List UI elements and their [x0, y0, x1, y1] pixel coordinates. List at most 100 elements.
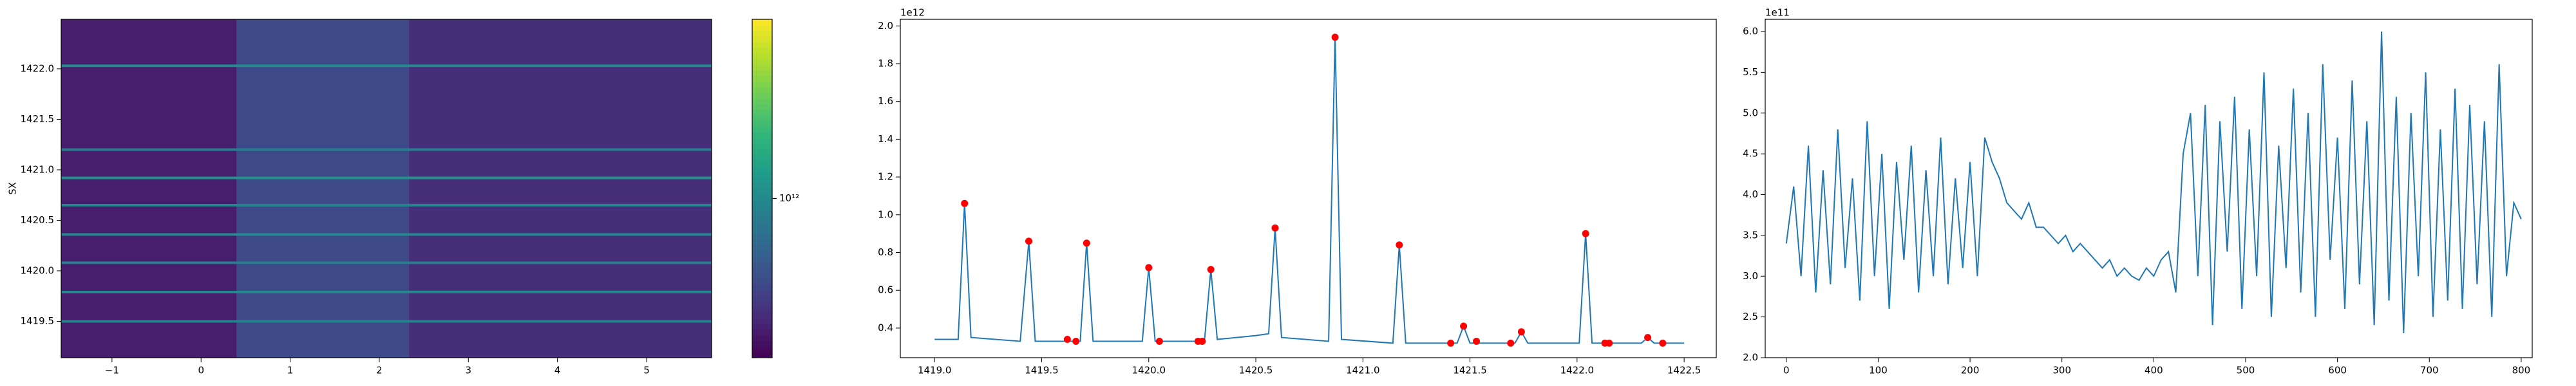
- y-tick-label: 0.8: [878, 246, 893, 258]
- peak-marker: [1155, 337, 1163, 345]
- peak-marker: [1605, 339, 1613, 347]
- colorbar-segment: [752, 335, 772, 342]
- peak-marker: [1198, 337, 1206, 345]
- colorbar-segment: [752, 183, 772, 189]
- colorbar-segment: [752, 279, 772, 285]
- colorbar-segment: [752, 346, 772, 353]
- colorbar-segment: [752, 120, 772, 127]
- y-tick-label: 1.0: [878, 208, 893, 220]
- peak-marker: [1083, 239, 1090, 247]
- heatmap-row: [61, 176, 712, 179]
- peak-marker: [1582, 230, 1589, 237]
- data-line: [1785, 31, 2522, 334]
- colorbar-segment: [752, 352, 772, 358]
- colorbar-segment: [752, 307, 772, 313]
- y-tick-label: 2.5: [1743, 311, 1758, 322]
- x-tick-label: 200: [1961, 365, 1980, 376]
- colorbar-segment: [752, 64, 772, 71]
- colorbar-segment: [752, 177, 772, 183]
- axes-frame: [900, 19, 1717, 358]
- x-tick-label: 1420.0: [1132, 365, 1166, 376]
- colorbar-segment: [752, 239, 772, 246]
- heatmap-row: [61, 64, 712, 68]
- heatmap-row: [61, 290, 712, 293]
- colorbar-segment: [752, 42, 772, 48]
- colorbar-segment: [752, 19, 772, 26]
- colorbar-segment: [752, 98, 772, 104]
- x-tick-label: 1421.5: [1453, 365, 1487, 376]
- y-tick-label: 5.0: [1743, 107, 1758, 118]
- colorbar-segment: [752, 154, 772, 161]
- peak-marker: [1659, 339, 1667, 347]
- y-tick-label: 1.8: [878, 57, 893, 69]
- x-tick-label: 3: [466, 365, 472, 376]
- colorbar-segment: [752, 104, 772, 110]
- colorbar-segment: [752, 36, 772, 42]
- x-tick-label: 1419.5: [1025, 365, 1059, 376]
- colorbar-segment: [752, 216, 772, 223]
- colorbar-segment: [752, 301, 772, 308]
- peak-marker: [961, 199, 969, 207]
- x-tick-label: 1422.5: [1667, 365, 1701, 376]
- peak-marker: [1473, 337, 1481, 345]
- peak-marker: [1644, 334, 1652, 342]
- heatmap-band: [61, 19, 237, 358]
- y-tick-label: 1419.5: [21, 315, 55, 327]
- x-tick-label: 100: [1869, 365, 1888, 376]
- colorbar-segment: [752, 30, 772, 37]
- y-tick-label: 1421.0: [21, 163, 55, 175]
- colorbar-segment: [752, 126, 772, 133]
- colorbar-segment: [752, 194, 772, 201]
- colorbar-segment: [752, 149, 772, 155]
- colorbar-frame: [752, 19, 773, 358]
- x-tick-label: −1: [105, 365, 119, 376]
- peak-marker: [1460, 322, 1468, 330]
- peak-marker: [1331, 33, 1339, 41]
- y-tick-label: 1420.5: [21, 214, 55, 226]
- colorbar-segment: [752, 284, 772, 291]
- data-line: [934, 37, 1685, 344]
- heatmap-row: [61, 320, 712, 323]
- y-tick-label: 5.5: [1743, 66, 1758, 78]
- peak-marker: [1145, 264, 1153, 271]
- y-tick-label: 1.4: [878, 133, 893, 145]
- y-tick-label: 1420.0: [21, 264, 55, 276]
- colorbar-segment: [752, 143, 772, 150]
- y-tick-label: 1.2: [878, 171, 893, 183]
- colorbar-segment: [752, 69, 772, 77]
- colorbar-segment: [752, 205, 772, 212]
- y-tick-label: 1422.0: [21, 62, 55, 74]
- colorbar-segment: [752, 171, 772, 178]
- colorbar-segment: [752, 256, 772, 262]
- heatmap-row: [61, 203, 712, 207]
- x-tick-label: 0: [1783, 365, 1790, 376]
- y-tick-label: 1.6: [878, 95, 893, 107]
- x-tick-label: 1421.0: [1346, 365, 1380, 376]
- colorbar-segment: [752, 199, 772, 206]
- colorbar-segment: [752, 75, 772, 82]
- x-tick-label: 600: [2328, 365, 2347, 376]
- axes-frame: [1765, 19, 2533, 358]
- x-tick-label: 1422.0: [1560, 365, 1595, 376]
- y-tick-label: 2.0: [1743, 352, 1758, 363]
- x-tick-label: 1420.5: [1239, 365, 1273, 376]
- colorbar-segment: [752, 211, 772, 217]
- colorbar-segment: [752, 81, 772, 87]
- colorbar-segment: [752, 160, 772, 167]
- colorbar-segment: [752, 115, 772, 122]
- colorbar-tick-label: 10¹²: [779, 192, 799, 204]
- y-tick-label: 3.5: [1743, 229, 1758, 241]
- y-tick-label: 4.0: [1743, 188, 1758, 200]
- y-tick-label: 2.0: [878, 20, 893, 32]
- colorbar-segment: [752, 273, 772, 279]
- colorbar-segment: [752, 59, 772, 65]
- colorbar-segment: [752, 340, 772, 347]
- heatmap-row: [61, 233, 712, 236]
- peak-marker: [1507, 339, 1515, 347]
- colorbar-segment: [752, 261, 772, 268]
- colorbar-segment: [752, 250, 772, 257]
- y-tick-label: 3.0: [1743, 270, 1758, 282]
- colorbar-segment: [752, 222, 772, 228]
- x-tick-label: 4: [554, 365, 561, 376]
